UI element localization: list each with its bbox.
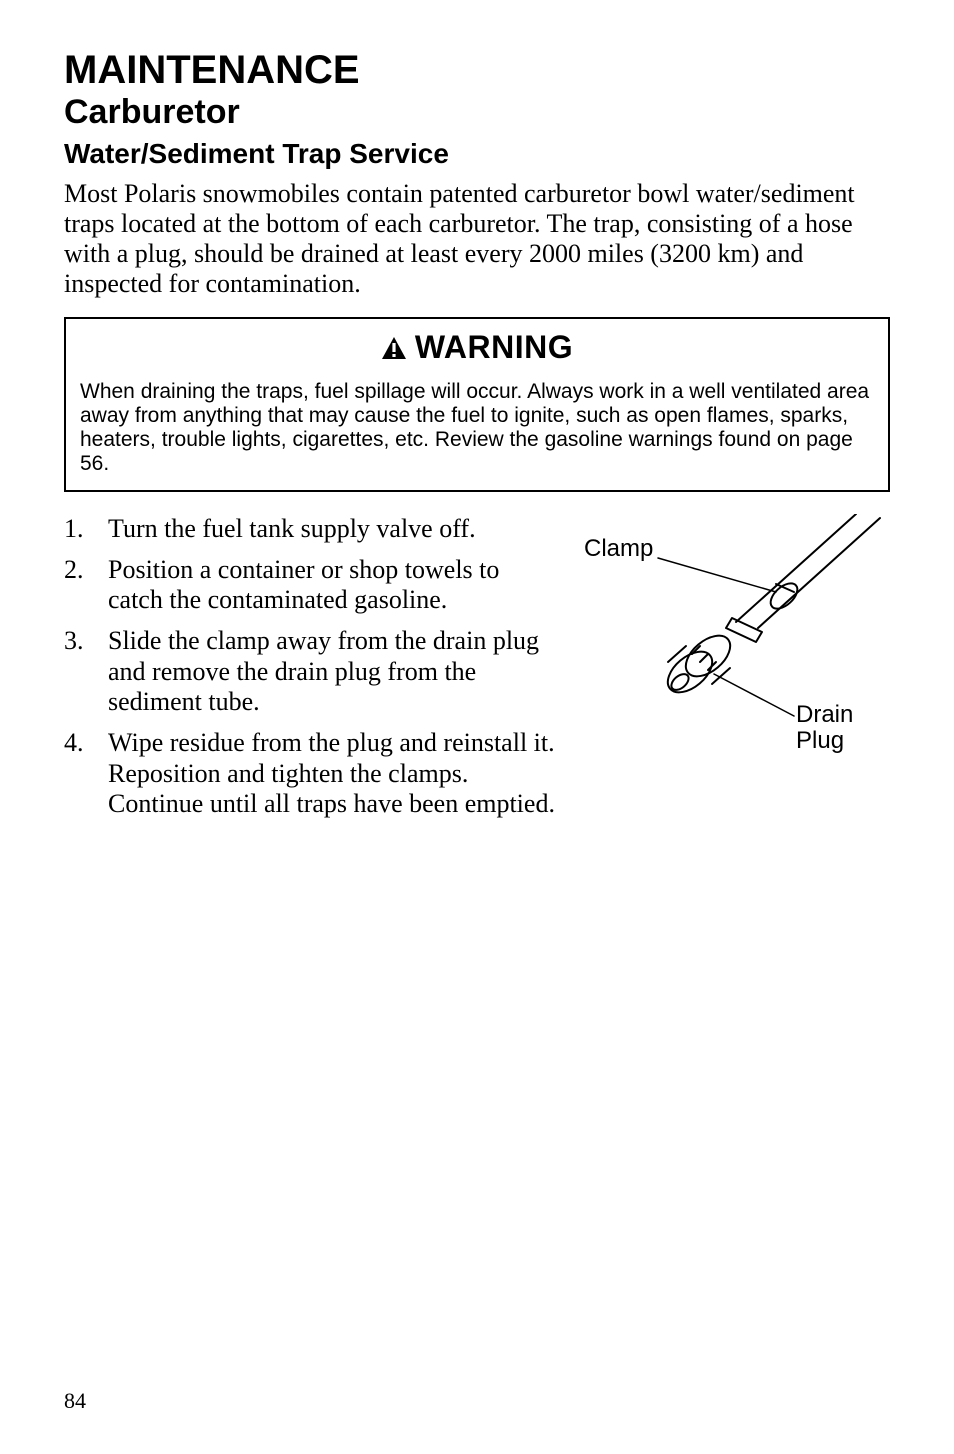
warning-title-text: WARNING [415,329,573,365]
figure-label-plug: Plug [796,728,844,754]
warning-body: When draining the traps, fuel spillage w… [80,380,874,477]
step-item: Turn the fuel tank supply valve off. [64,514,556,545]
intro-paragraph: Most Polaris snowmobiles contain patente… [64,179,890,299]
heading-carburetor: Carburetor [64,94,890,131]
steps-column: Turn the fuel tank supply valve off. Pos… [64,514,556,830]
warning-title: WARNING [80,329,874,368]
warning-box: WARNING When draining the traps, fuel sp… [64,317,890,493]
steps-and-figure-row: Turn the fuel tank supply valve off. Pos… [64,514,890,830]
heading-maintenance: MAINTENANCE [64,48,890,92]
figure-label-clamp: Clamp [584,536,653,562]
step-item: Position a container or shop towels to c… [64,555,556,616]
steps-list: Turn the fuel tank supply valve off. Pos… [64,514,556,820]
heading-trap-service: Water/Sediment Trap Service [64,137,890,171]
figure-label-drain: Drain [796,702,853,728]
page: MAINTENANCE Carburetor Water/Sediment Tr… [0,0,954,1454]
page-number: 84 [64,1388,86,1414]
step-item: Wipe residue from the plug and reinstall… [64,728,556,820]
warning-triangle-icon [381,331,407,368]
drain-plug-figure: Clamp Drain Plug [580,514,890,774]
step-item: Slide the clamp away from the drain plug… [64,626,556,718]
